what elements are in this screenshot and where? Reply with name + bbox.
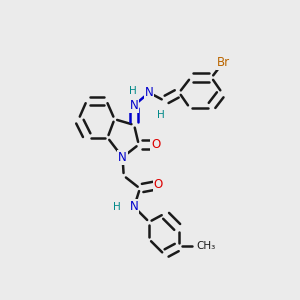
Text: H: H — [113, 202, 121, 212]
Text: N: N — [130, 200, 139, 213]
Text: N: N — [118, 151, 127, 164]
Text: N: N — [145, 86, 154, 99]
Text: O: O — [152, 138, 161, 151]
Text: H: H — [129, 86, 137, 96]
Text: Br: Br — [217, 56, 230, 69]
Text: O: O — [154, 178, 163, 191]
Text: H: H — [157, 110, 165, 119]
Text: CH₃: CH₃ — [196, 241, 215, 251]
Text: N: N — [130, 99, 139, 112]
